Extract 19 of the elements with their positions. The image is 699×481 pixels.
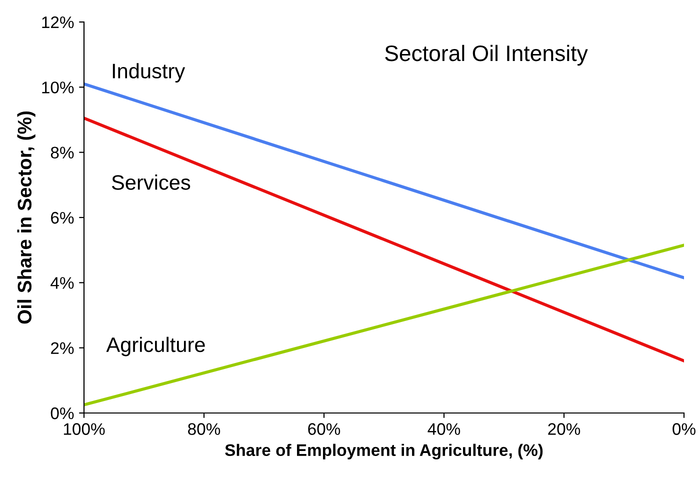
x-tick-label: 20% — [548, 423, 580, 435]
series-label: Agriculture — [106, 336, 205, 356]
y-tick-label: 10% — [42, 82, 74, 94]
y-tick-label: 4% — [50, 277, 74, 289]
y-tick-label: 8% — [50, 146, 74, 159]
x-tick-label: 60% — [308, 423, 340, 435]
text: Sectoral Oil Intensity — [385, 44, 588, 66]
y-tick-label: 2% — [51, 342, 74, 354]
y-tick-label: 6% — [51, 212, 74, 224]
y-tick-label: 12% — [42, 16, 74, 28]
series-label: Industry — [112, 63, 186, 83]
x-axis-title: Share of Employment in Agriculture, (%) — [225, 444, 543, 460]
x-tick-label: 0% — [672, 423, 696, 435]
series-label: Services — [112, 174, 190, 190]
x-tick-label: 100% — [64, 423, 105, 435]
x-tick-label: 80% — [188, 423, 220, 435]
x-tick-label: 40% — [428, 423, 460, 435]
y-tick-label: 0% — [50, 407, 74, 420]
y-axis-title: Oil Share in Sector, (%) — [17, 111, 36, 324]
